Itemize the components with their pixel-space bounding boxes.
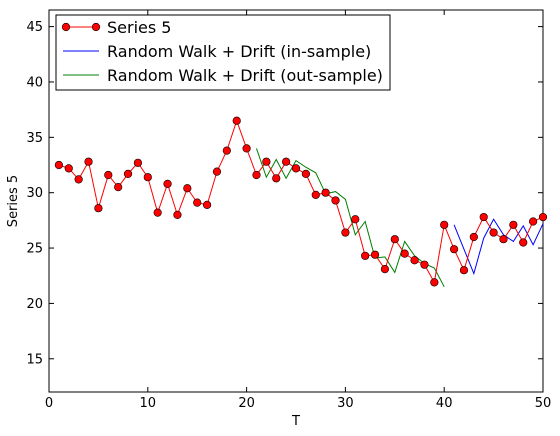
legend-marker: [91, 22, 101, 32]
axis-ticks: 0 10 20 30 40 50 15 20 25 30 35 40 45: [26, 10, 551, 411]
series-layer: [54, 116, 548, 288]
data-point: [361, 251, 370, 260]
data-point: [479, 212, 488, 222]
data-point: [538, 212, 548, 222]
data-point: [84, 157, 93, 166]
x-tick-label: 50: [535, 396, 552, 411]
data-point: [351, 215, 360, 224]
y-tick-label: 40: [26, 75, 43, 90]
data-point: [420, 260, 429, 269]
series-line-3: [256, 148, 445, 288]
data-point: [64, 164, 73, 173]
data-point: [449, 245, 459, 254]
data-point: [331, 196, 340, 205]
data-point: [321, 188, 330, 197]
data-point: [519, 238, 528, 247]
data-point: [311, 190, 320, 200]
x-tick-label: 40: [436, 396, 453, 411]
data-point: [410, 256, 419, 265]
data-point: [301, 169, 310, 178]
data-point: [252, 170, 261, 180]
data-point: [529, 217, 538, 226]
data-point: [123, 169, 133, 178]
data-point: [469, 232, 478, 242]
data-point: [222, 146, 231, 155]
data-point: [400, 249, 409, 258]
data-point: [430, 278, 439, 287]
data-point: [202, 200, 212, 209]
data-point: [212, 167, 222, 176]
data-point: [509, 220, 518, 229]
data-point: [104, 170, 113, 180]
x-tick-label: 30: [337, 396, 354, 411]
data-point: [232, 116, 241, 125]
data-point: [74, 175, 83, 184]
data-point: [54, 160, 63, 170]
data-point: [193, 198, 202, 207]
y-tick-label: 15: [26, 352, 43, 367]
data-point: [242, 144, 251, 153]
data-point: [163, 179, 172, 188]
data-point: [489, 228, 498, 237]
data-point: [143, 173, 152, 182]
data-point: [94, 204, 103, 213]
data-point: [282, 157, 291, 166]
y-tick-label: 45: [26, 20, 43, 35]
data-point: [153, 208, 162, 217]
data-point: [459, 266, 469, 275]
legend-marker: [61, 22, 71, 32]
data-point: [341, 228, 350, 237]
y-tick-label: 30: [26, 186, 43, 201]
legend-label: Random Walk + Drift (in-sample): [107, 42, 371, 61]
legend-label: Random Walk + Drift (out-sample): [107, 66, 383, 85]
y-tick-label: 25: [26, 242, 43, 257]
data-point: [380, 265, 390, 274]
x-axis-title: T: [291, 414, 300, 429]
data-point: [440, 220, 449, 229]
data-point: [499, 235, 508, 244]
x-tick-label: 0: [45, 396, 53, 411]
data-point: [183, 184, 192, 193]
series-line-2: [453, 218, 544, 276]
data-point: [133, 158, 143, 167]
legend-box: [55, 14, 391, 91]
data-point: [390, 235, 399, 244]
legend-label: Series 5: [107, 18, 171, 37]
y-tick-label: 20: [26, 297, 43, 312]
y-axis-title: Series 5: [6, 175, 21, 227]
x-tick-label: 20: [238, 396, 255, 411]
data-point: [262, 157, 271, 166]
data-point: [370, 250, 380, 259]
data-point: [114, 183, 123, 192]
legend: Series 5 Random Walk + Drift (in-sample) R…: [55, 14, 391, 91]
x-tick-label: 10: [140, 396, 157, 411]
data-point: [173, 210, 182, 219]
y-tick-label: 35: [26, 131, 43, 146]
data-point: [272, 174, 281, 183]
data-point: [291, 164, 301, 173]
